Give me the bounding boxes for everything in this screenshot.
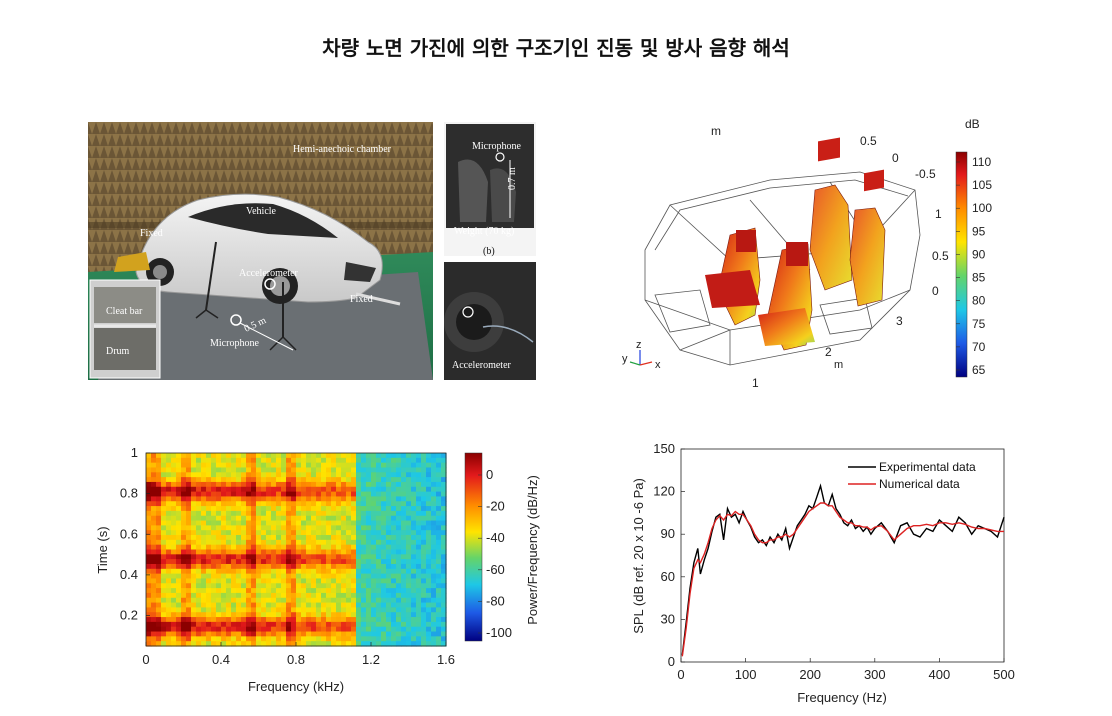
label-fixed-right: Fixed: [350, 294, 373, 305]
sim-right-tick-3: 0: [932, 284, 939, 298]
spl-legend-label: Experimental data: [879, 460, 976, 474]
label-microphone: Microphone: [210, 338, 259, 349]
sim-bottom-tick-1: 1: [752, 376, 759, 390]
spectrogram-colorbar-tick: -60: [486, 562, 505, 577]
spl-y-tick: 60: [661, 569, 675, 584]
sim-colorbar-tick: 70: [972, 340, 986, 354]
spectrogram-y-tick: 0.4: [120, 567, 138, 582]
main-photo: Hemi-anechoic chamber Vehicle Fixed Fixe…: [88, 122, 433, 380]
sim-top-tick-2: 0: [892, 151, 899, 165]
triad-z: z: [636, 339, 642, 351]
sim-colorbar-tick: 95: [972, 224, 986, 238]
label-inset-b: (b): [483, 246, 495, 257]
spectrogram-y-tick: 0.2: [120, 608, 138, 623]
spl-series-line-1: [681, 502, 1004, 657]
spectrogram-xlabel: Frequency (kHz): [248, 679, 344, 694]
spectrogram-colorbar-tick: -80: [486, 593, 505, 608]
seat-inset-photo: Microphone 0.7 m Weight (70 kg) (b): [444, 122, 536, 257]
label-weight: Weight (70 kg): [454, 226, 514, 237]
spl-axes: [680, 448, 1005, 663]
label-drum: Drum: [106, 346, 130, 357]
unit-m-bottom: m: [834, 359, 843, 371]
spectrogram-x-tick: 1.2: [362, 652, 380, 667]
sim-colorbar-tick: 90: [972, 247, 986, 261]
sim-bottom-tick-2: 2: [825, 345, 832, 359]
sim-right-tick-1: 1: [935, 207, 942, 221]
spl-y-tick: 30: [661, 611, 675, 626]
spl-y-tick: 0: [668, 654, 675, 669]
spectrogram-colorbar-tick: -40: [486, 530, 505, 545]
spl-x-tick: 200: [799, 667, 821, 682]
spl-ylabel: SPL (dB ref. 20 x 10 -6 Pa): [631, 478, 646, 634]
sim-top-tick-1: 0.5: [860, 134, 877, 148]
spectrogram-ylabel: Time (s): [95, 526, 110, 573]
sim-colorbar-tick: 85: [972, 271, 986, 285]
label-vehicle: Vehicle: [246, 206, 277, 217]
label-fixed-left: Fixed: [140, 228, 163, 239]
spectrogram-colorbar: [464, 452, 483, 642]
spectrogram-y-tick: 1: [131, 445, 138, 460]
sim-colorbar-tick: 75: [972, 317, 986, 331]
sim-colorbar-tick: 105: [972, 178, 992, 192]
spectrogram-x-tick: 0.8: [287, 652, 305, 667]
spectrogram-colorbar-tick: -100: [486, 625, 512, 640]
sim-top-tick-3: -0.5: [915, 167, 936, 181]
spectrogram-colorbar-tick: 0: [486, 467, 493, 482]
spectrogram-y-tick: 0.6: [120, 526, 138, 541]
sim-colorbar: dB 110 105 100 95 90 85 80 75 70 65: [955, 117, 992, 378]
acoustic-simulation: m 0.5 0 -0.5 1 0.5 0 1 2 3 m z x y dB 11…: [622, 117, 992, 390]
page-title: 차량 노면 가진에 의한 구조기인 진동 및 방사 음향 해석: [322, 36, 790, 60]
axis-triad: z x y: [622, 339, 661, 371]
sim-bottom-tick-3: 3: [896, 314, 903, 328]
sim-colorbar-tick: 110: [972, 155, 991, 169]
sim-right-tick-2: 0.5: [932, 249, 949, 263]
sim-colorbar-tick: 80: [972, 294, 986, 308]
label-cleat-bar: Cleat bar: [106, 306, 143, 317]
spl-x-tick: 100: [735, 667, 757, 682]
triad-y: y: [622, 353, 628, 365]
spl-series-line-0: [681, 483, 1005, 655]
spectrogram-y-tick: 0.8: [120, 486, 138, 501]
accelerometer-inset-photo: Accelerometer: [444, 262, 536, 380]
seat-front-left: [705, 227, 761, 326]
triad-x: x: [655, 359, 661, 371]
spl-x-tick: 0: [677, 667, 684, 682]
label-height: 0.7 m: [507, 167, 518, 190]
spectrogram-x-tick: 0: [142, 652, 149, 667]
unit-m-top: m: [711, 124, 721, 138]
spl-xlabel: Frequency (Hz): [797, 690, 887, 705]
label-accelerometer: Accelerometer: [239, 268, 299, 279]
label-inset-accelerometer: Accelerometer: [452, 360, 512, 371]
spectrogram-colorbar-tick: -20: [486, 499, 505, 514]
sim-colorbar-tick: 100: [972, 201, 992, 215]
spl-legend-label: Numerical data: [879, 477, 960, 491]
spl-y-tick: 90: [661, 526, 675, 541]
cleat-bar-inset: Cleat bar Drum: [89, 279, 161, 379]
spectrogram-colorbar-label: Power/Frequency (dB/Hz): [525, 475, 540, 625]
spectrogram-chart: 0 0.4 0.8 1.2 1.6 1 0.8 0.6 0.4 0.2 Frequency (k…: [95, 445, 540, 694]
vehicle-shape: [135, 193, 383, 303]
sim-colorbar-tick: 65: [972, 363, 986, 377]
sim-colorbar-title: dB: [965, 117, 980, 131]
spl-x-tick: 300: [864, 667, 886, 682]
spl-x-tick: 400: [929, 667, 951, 682]
spectrogram-x-tick: 1.6: [437, 652, 455, 667]
spectrogram-cells: [146, 453, 447, 647]
experiment-photo: Hemi-anechoic chamber Vehicle Fixed Fixe…: [88, 122, 536, 380]
label-chamber: Hemi-anechoic chamber: [293, 144, 392, 155]
seat-rear-right: [849, 169, 886, 307]
spl-y-tick: 120: [653, 484, 675, 499]
seat-rear-left: [809, 137, 853, 291]
spl-y-tick: 150: [653, 441, 675, 456]
spectrogram-x-tick: 0.4: [212, 652, 230, 667]
seat-front-right: [758, 242, 815, 351]
spl-x-tick: 500: [993, 667, 1015, 682]
label-inset-microphone: Microphone: [472, 141, 521, 152]
